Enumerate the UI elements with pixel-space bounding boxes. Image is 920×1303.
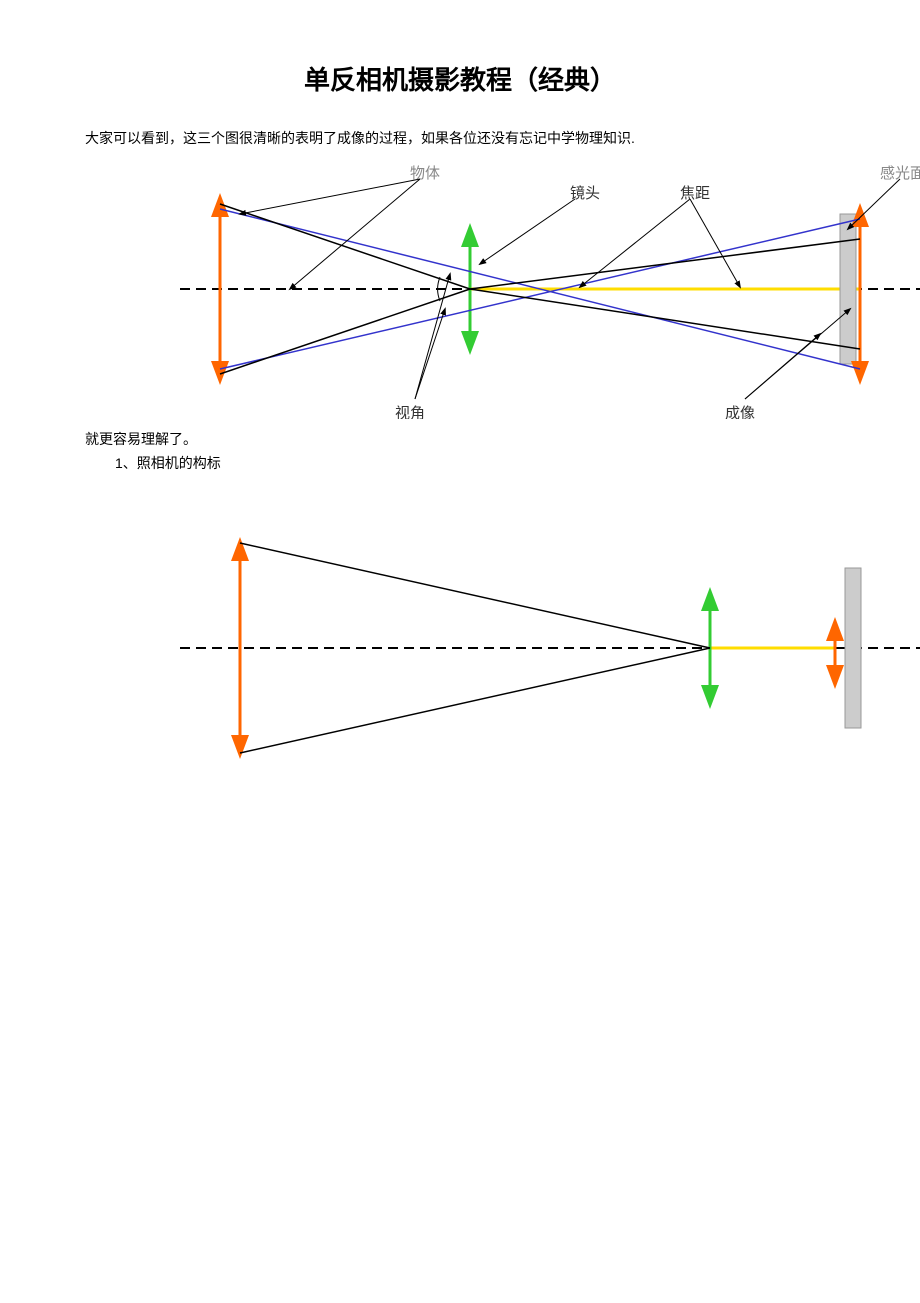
optics-diagram-1: 物体镜头 焦距 感光面视角 成像	[180, 159, 920, 419]
svg-text:镜头: 镜头	[570, 184, 600, 202]
page-title: 单反相机摄影教程（经典）	[50, 60, 870, 97]
svg-text:视角: 视角	[395, 405, 425, 419]
optics-diagram-2	[180, 483, 920, 813]
intro-paragraph-1: 大家可以看到，这三个图很清晰的表明了成像的过程，如果各位还没有忘记中学物理知识.	[85, 127, 870, 149]
section-heading-1: 1、照相机的构标	[115, 453, 870, 473]
svg-text:焦距: 焦距	[680, 185, 710, 202]
intro-paragraph-2: 就更容易理解了。	[85, 429, 870, 449]
svg-text:物体: 物体	[410, 165, 440, 182]
svg-text:成像: 成像	[725, 405, 755, 419]
svg-text:感光面: 感光面	[880, 165, 920, 182]
